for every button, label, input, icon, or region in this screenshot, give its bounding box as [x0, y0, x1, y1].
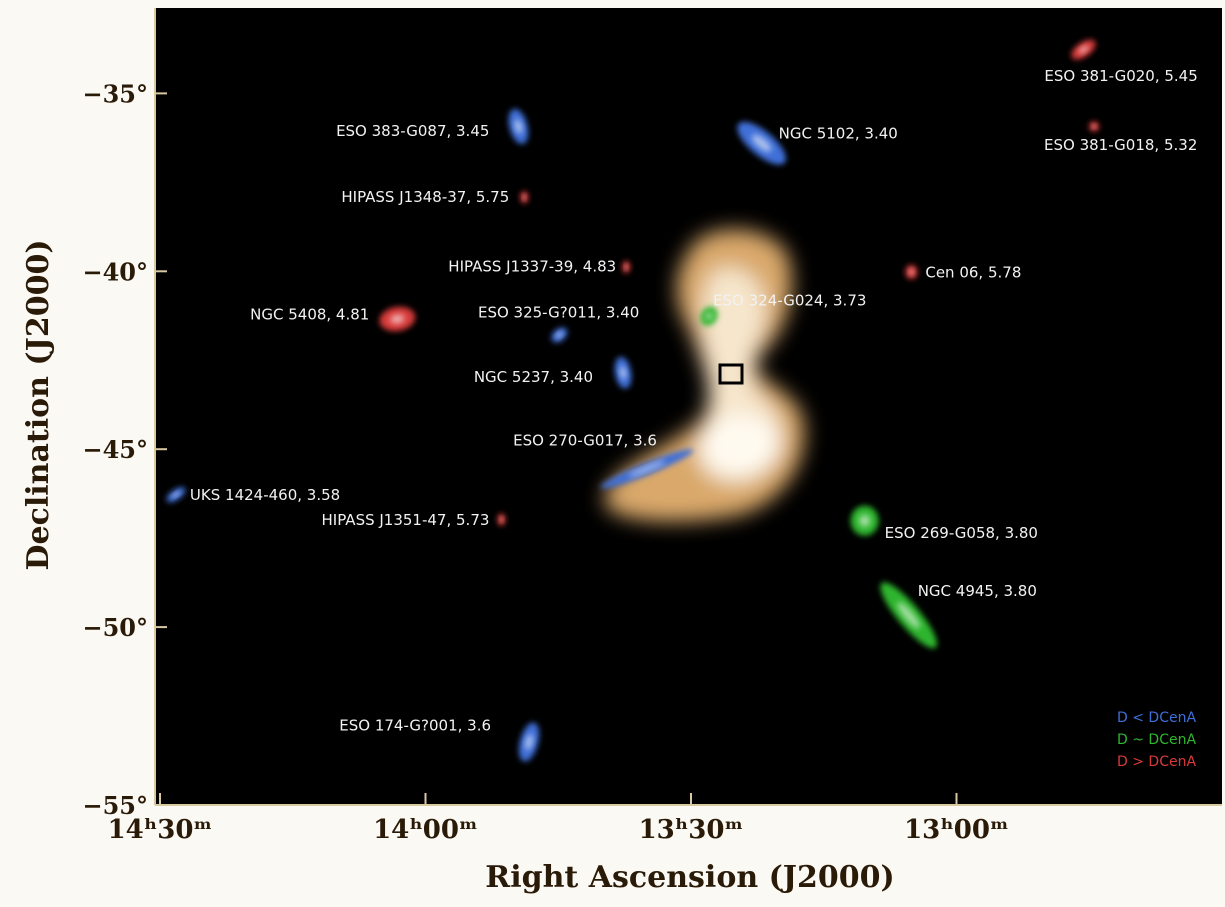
- galaxy-core: [500, 517, 503, 522]
- legend-entry: D < DCenA: [1117, 710, 1196, 726]
- y-tick-label: −35°: [82, 79, 148, 108]
- galaxy-label: HIPASS J1351-47, 5.73: [322, 511, 490, 529]
- galaxy-core: [523, 195, 526, 200]
- plot-area: [155, 8, 1222, 805]
- galaxy: [497, 514, 505, 526]
- galaxy-label: ESO 381-G018, 5.32: [1044, 136, 1197, 154]
- galaxy-label: ESO 269-G058, 3.80: [885, 524, 1038, 542]
- y-tick-label: −50°: [82, 613, 148, 642]
- legend-entry: D > DCenA: [1117, 754, 1196, 770]
- galaxy: [622, 261, 630, 273]
- galaxy-label: NGC 5408, 4.81: [250, 305, 369, 323]
- legend-entry: D ~ DCenA: [1117, 732, 1196, 748]
- galaxy-label: ESO 383-G087, 3.45: [336, 122, 489, 140]
- galaxy-label: UKS 1424-460, 3.58: [190, 486, 340, 504]
- galaxy: [520, 191, 528, 203]
- galaxy-core: [859, 515, 870, 527]
- galaxy-core: [909, 269, 914, 275]
- galaxy: [1089, 121, 1099, 131]
- galaxy-label: HIPASS J1337-39, 4.83: [448, 258, 616, 276]
- x-tick-label: 14ʰ00ᵐ: [373, 815, 478, 845]
- galaxy-label: Cen 06, 5.78: [925, 264, 1021, 282]
- galaxy: [851, 506, 879, 536]
- galaxy-label: HIPASS J1348-37, 5.75: [341, 188, 509, 206]
- y-axis-title: Declination (J2000): [21, 239, 56, 570]
- galaxy-label: NGC 5102, 3.40: [779, 125, 898, 143]
- x-tick-label: 14ʰ30ᵐ: [108, 815, 213, 845]
- x-axis-title: Right Ascension (J2000): [485, 860, 894, 895]
- x-tick-label: 13ʰ00ᵐ: [904, 815, 1009, 845]
- galaxy-label: ESO 324-G024, 3.73: [713, 292, 866, 310]
- chart: Right Ascension (J2000) Declination (J20…: [0, 0, 1225, 907]
- galaxy-label: ESO 381-G020, 5.45: [1044, 67, 1197, 85]
- galaxy-label: NGC 4945, 3.80: [918, 582, 1037, 600]
- galaxy-core: [1092, 124, 1096, 128]
- x-tick-label: 13ʰ30ᵐ: [639, 815, 744, 845]
- y-tick-label: −40°: [82, 257, 148, 286]
- galaxy-label: ESO 270-G017, 3.6: [513, 431, 657, 449]
- galaxy-label: ESO 174-G?001, 3.6: [339, 717, 491, 735]
- galaxy-label: NGC 5237, 3.40: [474, 368, 593, 386]
- galaxy: [905, 265, 917, 279]
- galaxy-core: [625, 265, 628, 270]
- y-tick-label: −45°: [82, 435, 148, 464]
- galaxy-label: ESO 325-G?011, 3.40: [478, 303, 639, 321]
